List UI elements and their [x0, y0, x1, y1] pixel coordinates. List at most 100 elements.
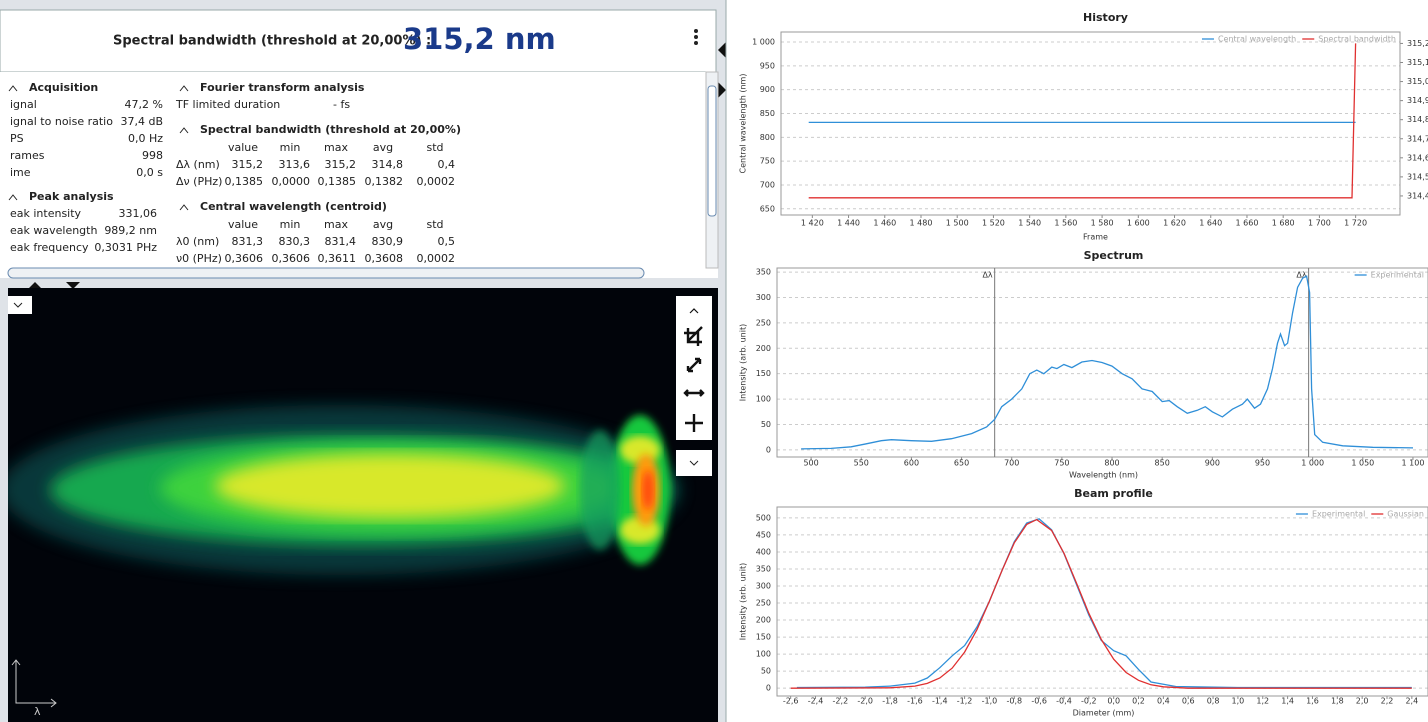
stat-value: 331,06	[119, 207, 158, 220]
y-tick-label: 400	[756, 547, 771, 556]
y-tick-label: 850	[760, 109, 775, 118]
stats: Acquisition ignal 47,2 % ignal to noise rat…	[8, 81, 461, 265]
collapse-caret	[179, 204, 189, 211]
expand-arrow[interactable]	[718, 82, 726, 98]
table-value: 0,0002	[417, 175, 456, 188]
stat-value: 989,2 nm	[104, 224, 157, 237]
stat-label: eak frequency	[10, 241, 89, 254]
table-value: 0,0000	[272, 175, 311, 188]
x-tick-label: 1 100	[1402, 459, 1425, 468]
y-tick-label: 900	[760, 85, 775, 94]
legend-label: Spectral bandwidth	[1318, 35, 1396, 44]
y-axis-label: Intensity (arb. unit)	[739, 324, 748, 401]
y-tick-label: 100	[756, 650, 771, 659]
y-tick-label: 950	[760, 61, 775, 70]
x-tick-label: 0,6	[1182, 697, 1195, 706]
table-value: 0,3606	[272, 252, 311, 265]
y2-tick-label: 314,4	[1407, 191, 1428, 200]
stat-label: eak wavelength	[10, 224, 97, 237]
stat-label: TF limited duration	[175, 98, 280, 111]
y-tick-label: 350	[756, 564, 771, 573]
y-tick-label: 750	[760, 157, 775, 166]
dropdown[interactable]	[676, 450, 712, 476]
column-header: min	[280, 218, 301, 231]
x-tick-label: 1 000	[1301, 459, 1324, 468]
x-tick-label: 950	[1255, 459, 1270, 468]
toolbar-icons[interactable]	[683, 308, 705, 432]
x-tick-label: -2,6	[783, 697, 799, 706]
x-tick-label: 1 700	[1308, 219, 1331, 228]
y-tick-label: 500	[756, 513, 771, 522]
series-line	[801, 275, 1414, 450]
x-tick-label: 550	[854, 459, 869, 468]
h-scroll-thumb[interactable]	[7, 267, 645, 279]
x-tick-label: 1 600	[1127, 219, 1150, 228]
x-tick-label: -2,2	[833, 697, 849, 706]
y2-tick-label: 315,1	[1407, 58, 1428, 67]
y-tick-label: 200	[756, 616, 771, 625]
x-tick-label: 500	[803, 459, 818, 468]
right-panel	[726, 0, 1428, 722]
y2-tick-label: 314,5	[1407, 172, 1428, 181]
y-tick-label: 200	[756, 344, 771, 353]
x-tick-label: 1 520	[982, 219, 1005, 228]
x-tick-label: 1 560	[1054, 219, 1077, 228]
series-line	[808, 43, 1357, 199]
x-tick-label: 1 680	[1272, 219, 1295, 228]
y-axis-label: Central wavelength (nm)	[739, 74, 748, 174]
y-tick-label: 300	[756, 293, 771, 302]
x-tick-label: 2,0	[1356, 697, 1369, 706]
x-tick-label: -1,0	[982, 697, 998, 706]
y-tick-label: 50	[761, 667, 771, 676]
y-axis-label: Intensity (arb. unit)	[739, 563, 748, 640]
x-tick-label: 1 480	[910, 219, 933, 228]
y-tick-label: 150	[756, 369, 771, 378]
y2-tick-label: 314,6	[1407, 153, 1428, 162]
chevron	[689, 460, 699, 466]
table-label: Δλ (nm)	[176, 158, 220, 171]
stat-label: ignal to noise ratio	[10, 115, 113, 128]
x-tick-label: -2,0	[857, 697, 873, 706]
x-tick-label: 1 640	[1199, 219, 1222, 228]
x-tick-label: -0,2	[1081, 697, 1097, 706]
x-tick-label: 850	[1155, 459, 1170, 468]
header-value: 315,2 nm	[403, 22, 556, 56]
table-value: 314,8	[372, 158, 404, 171]
x-tick-label: 0,4	[1157, 697, 1170, 706]
menu-button[interactable]	[694, 29, 698, 45]
table-value: 0,1385	[318, 175, 357, 188]
section-title: Spectral bandwidth (threshold at 20,00%)	[200, 123, 461, 136]
column-header: std	[426, 218, 443, 231]
x-tick-label: -0,4	[1056, 697, 1072, 706]
y2-tick-label: 314,9	[1407, 96, 1428, 105]
column-header: value	[228, 141, 258, 154]
table-value: 830,3	[279, 235, 311, 248]
x-tick-label: 1 460	[873, 219, 896, 228]
y-tick-label: 450	[756, 530, 771, 539]
x-tick-label: 0,2	[1132, 697, 1145, 706]
scroll-thumb[interactable]	[707, 85, 717, 217]
x-tick-label: 1,2	[1256, 697, 1269, 706]
y-tick-label: 700	[760, 180, 775, 189]
chart: Spectrum Wavelength (nm) Intensity (arb. u…	[739, 249, 1428, 480]
legend-label: Central wavelength	[1218, 35, 1296, 44]
x-tick-label: 1 420	[801, 219, 824, 228]
stat-label: eak intensity	[10, 207, 82, 220]
x-tick-label: 1 050	[1351, 459, 1374, 468]
legend-label: Experimental	[1312, 510, 1365, 519]
table-value: 831,3	[232, 235, 264, 248]
chart: History Frame Central wavelength (nm) 650 70…	[739, 11, 1428, 242]
table-value: 0,5	[438, 235, 456, 248]
y-tick-label: 250	[756, 318, 771, 327]
y2-tick-label: 315,0	[1407, 77, 1428, 86]
series-line	[790, 518, 1412, 689]
collapse-arrow[interactable]	[718, 42, 726, 58]
stat-value: 0,0 Hz	[128, 132, 163, 145]
x-tick-label: 1,4	[1281, 697, 1294, 706]
collapse-caret	[8, 194, 18, 201]
table-value: 0,3611	[318, 252, 357, 265]
table-label: λ0 (nm)	[176, 235, 219, 248]
column-header: std	[426, 141, 443, 154]
section-title: Fourier transform analysis	[200, 81, 365, 94]
stat-value: 37,4 dB	[120, 115, 163, 128]
